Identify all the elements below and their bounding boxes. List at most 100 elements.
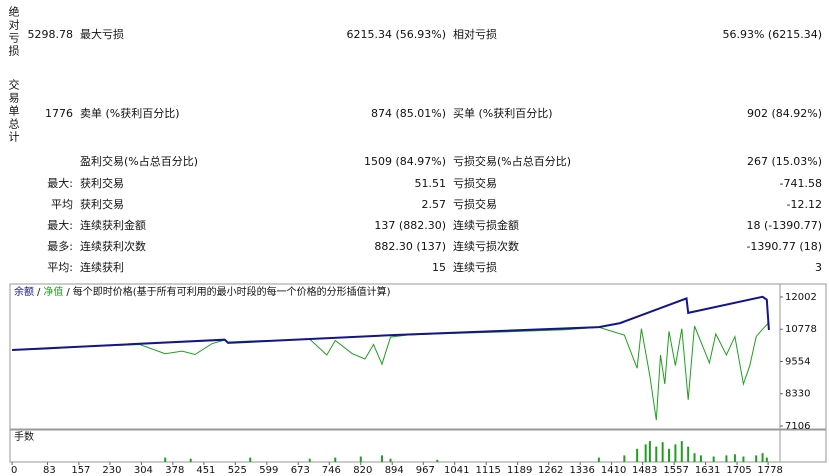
value-a: 1509 (84.97%): [363, 155, 446, 168]
lots-bar: [680, 441, 683, 462]
value-b: 18 (-1390.77): [746, 219, 822, 232]
value-a: 2.57: [421, 198, 447, 211]
x-tick-label: 1705: [726, 465, 751, 476]
label-b: 亏损交易(%占总百分比): [453, 155, 572, 168]
series-line: [12, 295, 770, 351]
total: 1776: [45, 107, 73, 120]
lots-bar: [249, 457, 252, 462]
x-tick-label: 230: [102, 465, 121, 476]
label-a: 盈利交易(%占总百分比): [80, 155, 199, 168]
series-line: [12, 323, 769, 421]
value-a: 51.51: [414, 177, 447, 190]
x-tick-label: 378: [165, 465, 184, 476]
value-a: 874 (85.01%): [370, 107, 446, 120]
x-tick-label: 1115: [475, 465, 500, 476]
label-a: 卖单 (%获利百分比): [80, 107, 180, 120]
prefix: 平均: [51, 198, 73, 211]
value-b: 56.93% (6215.34): [722, 28, 822, 41]
lots-bar: [712, 456, 715, 462]
lots-bar: [436, 459, 439, 462]
lots-bar: [765, 457, 768, 462]
x-tick-label: 820: [353, 465, 372, 476]
x-tick-label: 0: [11, 465, 17, 476]
x-tick-label: 525: [228, 465, 247, 476]
lots-bar: [655, 446, 658, 462]
y-tick-label: 9554: [785, 356, 810, 367]
x-tick-label: 1189: [507, 465, 532, 476]
lots-bar: [381, 455, 384, 462]
x-tick-label: 1336: [569, 465, 594, 476]
lots-bar: [636, 448, 639, 462]
label-b: 连续亏损: [453, 261, 497, 274]
label-b: 相对亏损: [453, 28, 497, 41]
prefix: 最大:: [47, 219, 73, 232]
value-b: 3: [815, 261, 822, 274]
lots-bar: [308, 458, 311, 462]
x-tick-label: 1631: [695, 465, 720, 476]
value-b: 267 (15.03%): [746, 155, 822, 168]
x-tick-label: 1410: [601, 465, 626, 476]
lots-bar: [623, 455, 626, 462]
lots-bar: [742, 456, 745, 462]
value-b: -12.12: [786, 198, 822, 211]
total: 5298.78: [27, 28, 74, 41]
label-a: 获利交易: [80, 198, 124, 211]
x-tick-label: 1778: [757, 465, 782, 476]
value-a: 15: [432, 261, 446, 274]
lots-frame: [9, 429, 827, 463]
label-b: 买单 (%获利百分比): [453, 107, 553, 120]
lots-label: 手数: [14, 430, 34, 443]
value-b: 902 (84.92%): [746, 107, 822, 120]
legend-note: 每个即时价格(基于所有可利用的最小时段的每一个价格的分形插值计算): [73, 285, 391, 298]
x-tick-label: 451: [196, 465, 215, 476]
value-b: -741.58: [779, 177, 822, 190]
lots-bar: [761, 453, 764, 462]
x-tick-label: 599: [259, 465, 278, 476]
label-b: 亏损交易: [453, 198, 497, 211]
x-tick-label: 1041: [444, 465, 469, 476]
value-a: 137 (882.30): [374, 219, 446, 232]
y-tick-label: 10778: [785, 324, 817, 335]
lots-bar: [648, 441, 651, 462]
label-a: 获利交易: [80, 177, 124, 190]
label-b: 亏损交易: [453, 177, 497, 190]
label-a: 连续获利次数: [80, 240, 146, 253]
lots-bar: [389, 458, 392, 462]
x-tick-label: 1262: [538, 465, 563, 476]
label-a: 最大亏损: [80, 28, 124, 41]
label-a: 连续获利: [80, 261, 124, 274]
y-tick-label: 8330: [785, 389, 810, 400]
lots-bar: [189, 458, 192, 462]
legend-entry: 余额: [14, 285, 34, 298]
legend-separator: /: [37, 287, 41, 298]
value-a: 882.30 (137): [374, 240, 446, 253]
lots-bar: [597, 457, 600, 462]
lots-bar: [725, 455, 728, 462]
x-tick-label: 304: [134, 465, 153, 476]
lots-bar: [674, 444, 677, 462]
group-label: 交易单总计: [7, 79, 20, 144]
lots-bar: [733, 454, 736, 462]
lots-bar: [164, 457, 167, 462]
label-a: 连续获利金额: [80, 219, 146, 232]
x-tick-label: 967: [416, 465, 435, 476]
lots-bar: [334, 457, 337, 462]
legend: 余额 / 净值 / 每个即时价格(基于所有可利用的最小时段的每一个价格的分形插值计算): [14, 285, 391, 298]
x-tick-label: 1557: [663, 465, 688, 476]
value-a: 6215.34 (56.93%): [346, 28, 446, 41]
legend-entry: 净值: [43, 285, 63, 298]
legend-separator: /: [66, 287, 70, 298]
x-tick-label: 1483: [632, 465, 657, 476]
x-tick-label: 746: [322, 465, 341, 476]
lots-bar: [668, 448, 671, 462]
group-label: 绝对亏损: [7, 6, 20, 58]
x-tick-label: 894: [385, 465, 404, 476]
x-tick-label: 83: [43, 465, 56, 476]
value-b: -1390.77 (18): [746, 240, 822, 253]
label-b: 连续亏损金额: [453, 219, 519, 232]
x-tick-label: 673: [291, 465, 310, 476]
prefix: 最大:: [47, 177, 73, 190]
lots-bar: [755, 455, 758, 462]
